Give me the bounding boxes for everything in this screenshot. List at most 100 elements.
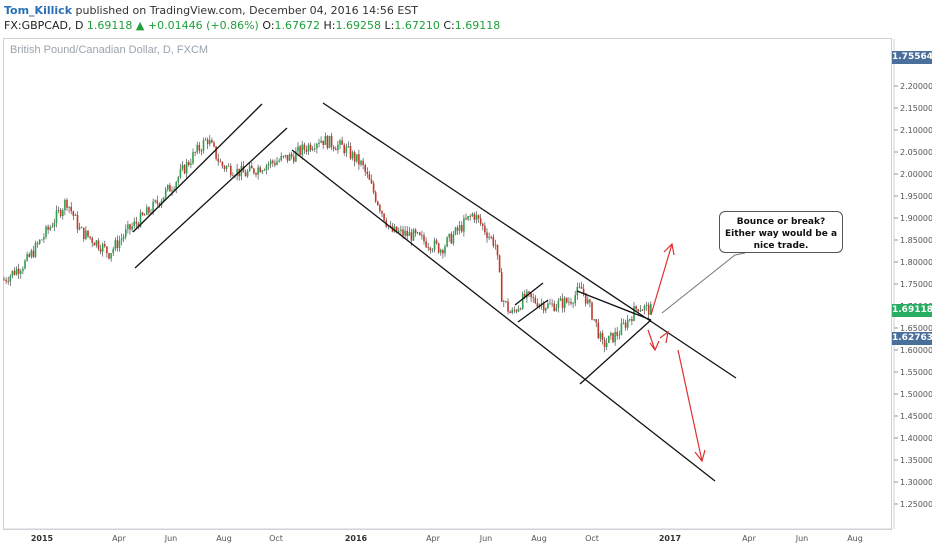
candle-body <box>448 233 450 238</box>
candle-body <box>377 201 379 206</box>
price-tick-label: 1.35000 <box>900 456 932 465</box>
down-channel-upper-line[interactable] <box>322 102 737 379</box>
triangle-upper-line[interactable] <box>576 290 652 321</box>
candle-body <box>379 205 381 211</box>
candle-body <box>410 232 413 241</box>
candle-body <box>335 148 337 151</box>
candle-body <box>545 308 547 311</box>
candle-body <box>557 300 560 308</box>
candle-body <box>246 171 249 177</box>
candle-body <box>267 164 270 166</box>
author-link[interactable]: Tom_Killick <box>4 4 73 17</box>
candle-body <box>20 271 22 274</box>
time-tick-label: Oct <box>269 534 283 543</box>
candle-body <box>347 146 350 147</box>
candle-body <box>257 167 259 175</box>
candle-body <box>339 140 341 145</box>
candle-body <box>364 165 366 172</box>
publish-line: Tom_Killick published on TradingView.com… <box>4 4 418 17</box>
candle-body <box>156 200 159 204</box>
time-tick-label: Apr <box>426 534 441 543</box>
candle-body <box>528 291 530 294</box>
down-channel-lower-line[interactable] <box>291 149 716 482</box>
candle-body <box>112 248 114 254</box>
candle-body <box>293 156 295 162</box>
candle-body <box>488 236 490 238</box>
candle-body <box>211 140 213 143</box>
candle-body <box>356 154 358 162</box>
price-change: +0.01446 (+0.86%) <box>147 19 259 32</box>
trend-lines[interactable] <box>132 102 737 482</box>
candle-body <box>87 230 89 237</box>
candle-body <box>360 160 362 165</box>
chart-frame[interactable] <box>3 38 892 530</box>
time-tick-label: 2016 <box>345 534 368 543</box>
break-arrow-long[interactable] <box>677 349 703 462</box>
bounce-arrow[interactable] <box>650 243 673 316</box>
candle-body <box>5 279 7 282</box>
candle-body <box>221 161 224 167</box>
price-axis[interactable]: 2.20000 2.15000 2.10000 2.05000 2.00000 1.950… <box>893 39 932 529</box>
candle-body <box>517 308 520 312</box>
candle-body <box>173 189 175 191</box>
candle-body <box>400 229 402 232</box>
candle-body <box>227 165 230 167</box>
candle-body <box>593 319 595 320</box>
flag-upper-line[interactable] <box>514 282 544 306</box>
candle-body <box>494 244 497 246</box>
candle-body <box>85 230 87 240</box>
candle-body <box>59 209 62 217</box>
candle-body <box>402 229 404 236</box>
break-arrow-long-head-icon <box>694 449 706 463</box>
candle-body <box>116 240 119 249</box>
candle-body <box>146 207 148 215</box>
flag-lower-line[interactable] <box>517 299 549 323</box>
candle-body <box>437 243 440 253</box>
time-axis[interactable]: 2015 Apr Jun Aug Oct 2016 Apr Jun Aug Oct 2017 Apr J… <box>4 528 892 543</box>
up-channel-upper-line[interactable] <box>132 103 263 233</box>
candle-body <box>496 244 499 256</box>
candle-body <box>456 227 459 231</box>
candle-body <box>431 249 434 251</box>
candle-body <box>167 184 169 190</box>
candle-body <box>213 142 215 147</box>
candle-body <box>490 236 492 238</box>
time-tick-label: Apr <box>742 534 757 543</box>
candle-body <box>274 162 276 165</box>
low-label: L: <box>384 19 395 32</box>
candle-body <box>469 216 471 217</box>
candle-body <box>38 239 41 244</box>
candle-body <box>450 233 453 244</box>
candle-body <box>108 253 110 259</box>
published-text: published on TradingView.com, December 0… <box>75 4 419 17</box>
candle-body <box>286 155 289 161</box>
candle-body <box>51 226 54 228</box>
candle-body <box>591 302 593 320</box>
candle-body <box>643 305 646 311</box>
triangle-lower-line[interactable] <box>579 319 652 385</box>
candle-body <box>41 239 43 241</box>
candle-body <box>118 240 121 249</box>
candle-body <box>542 303 545 311</box>
candle-body <box>589 299 591 303</box>
candle-body <box>637 309 639 312</box>
break-arrow-short[interactable] <box>647 329 656 351</box>
annotation-callout[interactable]: Bounce or break? Either way would be a n… <box>719 211 843 253</box>
candle-body <box>137 223 140 227</box>
time-tick-label: Jun <box>479 534 493 543</box>
candle-body <box>479 218 482 224</box>
candle-body <box>78 227 81 230</box>
candle-body <box>572 303 574 305</box>
up-channel-lower-line[interactable] <box>134 127 288 269</box>
candle-body <box>406 230 408 236</box>
candle-body <box>442 249 444 254</box>
candle-body <box>366 171 369 175</box>
candle-body <box>280 156 282 161</box>
candle-body <box>91 237 93 243</box>
projection-arrows[interactable] <box>647 242 706 463</box>
candle-body <box>524 293 526 298</box>
candle-body <box>343 144 345 154</box>
candle-body <box>526 291 528 298</box>
last-price: 1.69118 <box>86 19 133 32</box>
